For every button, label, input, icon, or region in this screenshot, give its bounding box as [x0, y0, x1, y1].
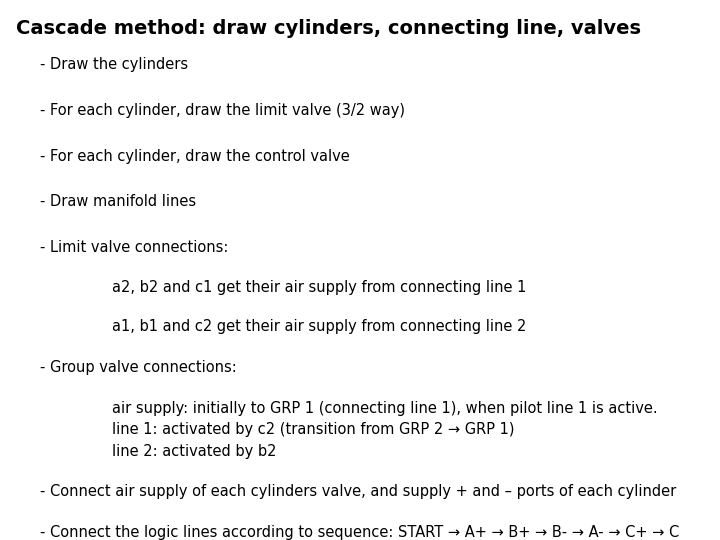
Text: a2, b2 and c1 get their air supply from connecting line 1: a2, b2 and c1 get their air supply from … [112, 280, 526, 295]
Text: - Group valve connections:: - Group valve connections: [40, 360, 236, 375]
Text: Cascade method: draw cylinders, connecting line, valves: Cascade method: draw cylinders, connecti… [16, 19, 641, 38]
Text: line 1: activated by c2 (transition from GRP 2 → GRP 1): line 1: activated by c2 (transition from… [112, 422, 514, 437]
Text: a1, b1 and c2 get their air supply from connecting line 2: a1, b1 and c2 get their air supply from … [112, 319, 526, 334]
Text: - Draw manifold lines: - Draw manifold lines [40, 194, 196, 210]
Text: - Connect the logic lines according to sequence: START → A+ → B+ → B- → A- → C+ : - Connect the logic lines according to s… [40, 525, 679, 540]
Text: - Connect air supply of each cylinders valve, and supply + and – ports of each c: - Connect air supply of each cylinders v… [40, 484, 676, 500]
Text: - For each cylinder, draw the limit valve (3/2 way): - For each cylinder, draw the limit valv… [40, 103, 405, 118]
Text: air supply: initially to GRP 1 (connecting line 1), when pilot line 1 is active.: air supply: initially to GRP 1 (connecti… [112, 401, 657, 416]
Text: - Limit valve connections:: - Limit valve connections: [40, 240, 228, 255]
Text: - Draw the cylinders: - Draw the cylinders [40, 57, 188, 72]
Text: - For each cylinder, draw the control valve: - For each cylinder, draw the control va… [40, 148, 349, 164]
Text: line 2: activated by b2: line 2: activated by b2 [112, 444, 276, 459]
